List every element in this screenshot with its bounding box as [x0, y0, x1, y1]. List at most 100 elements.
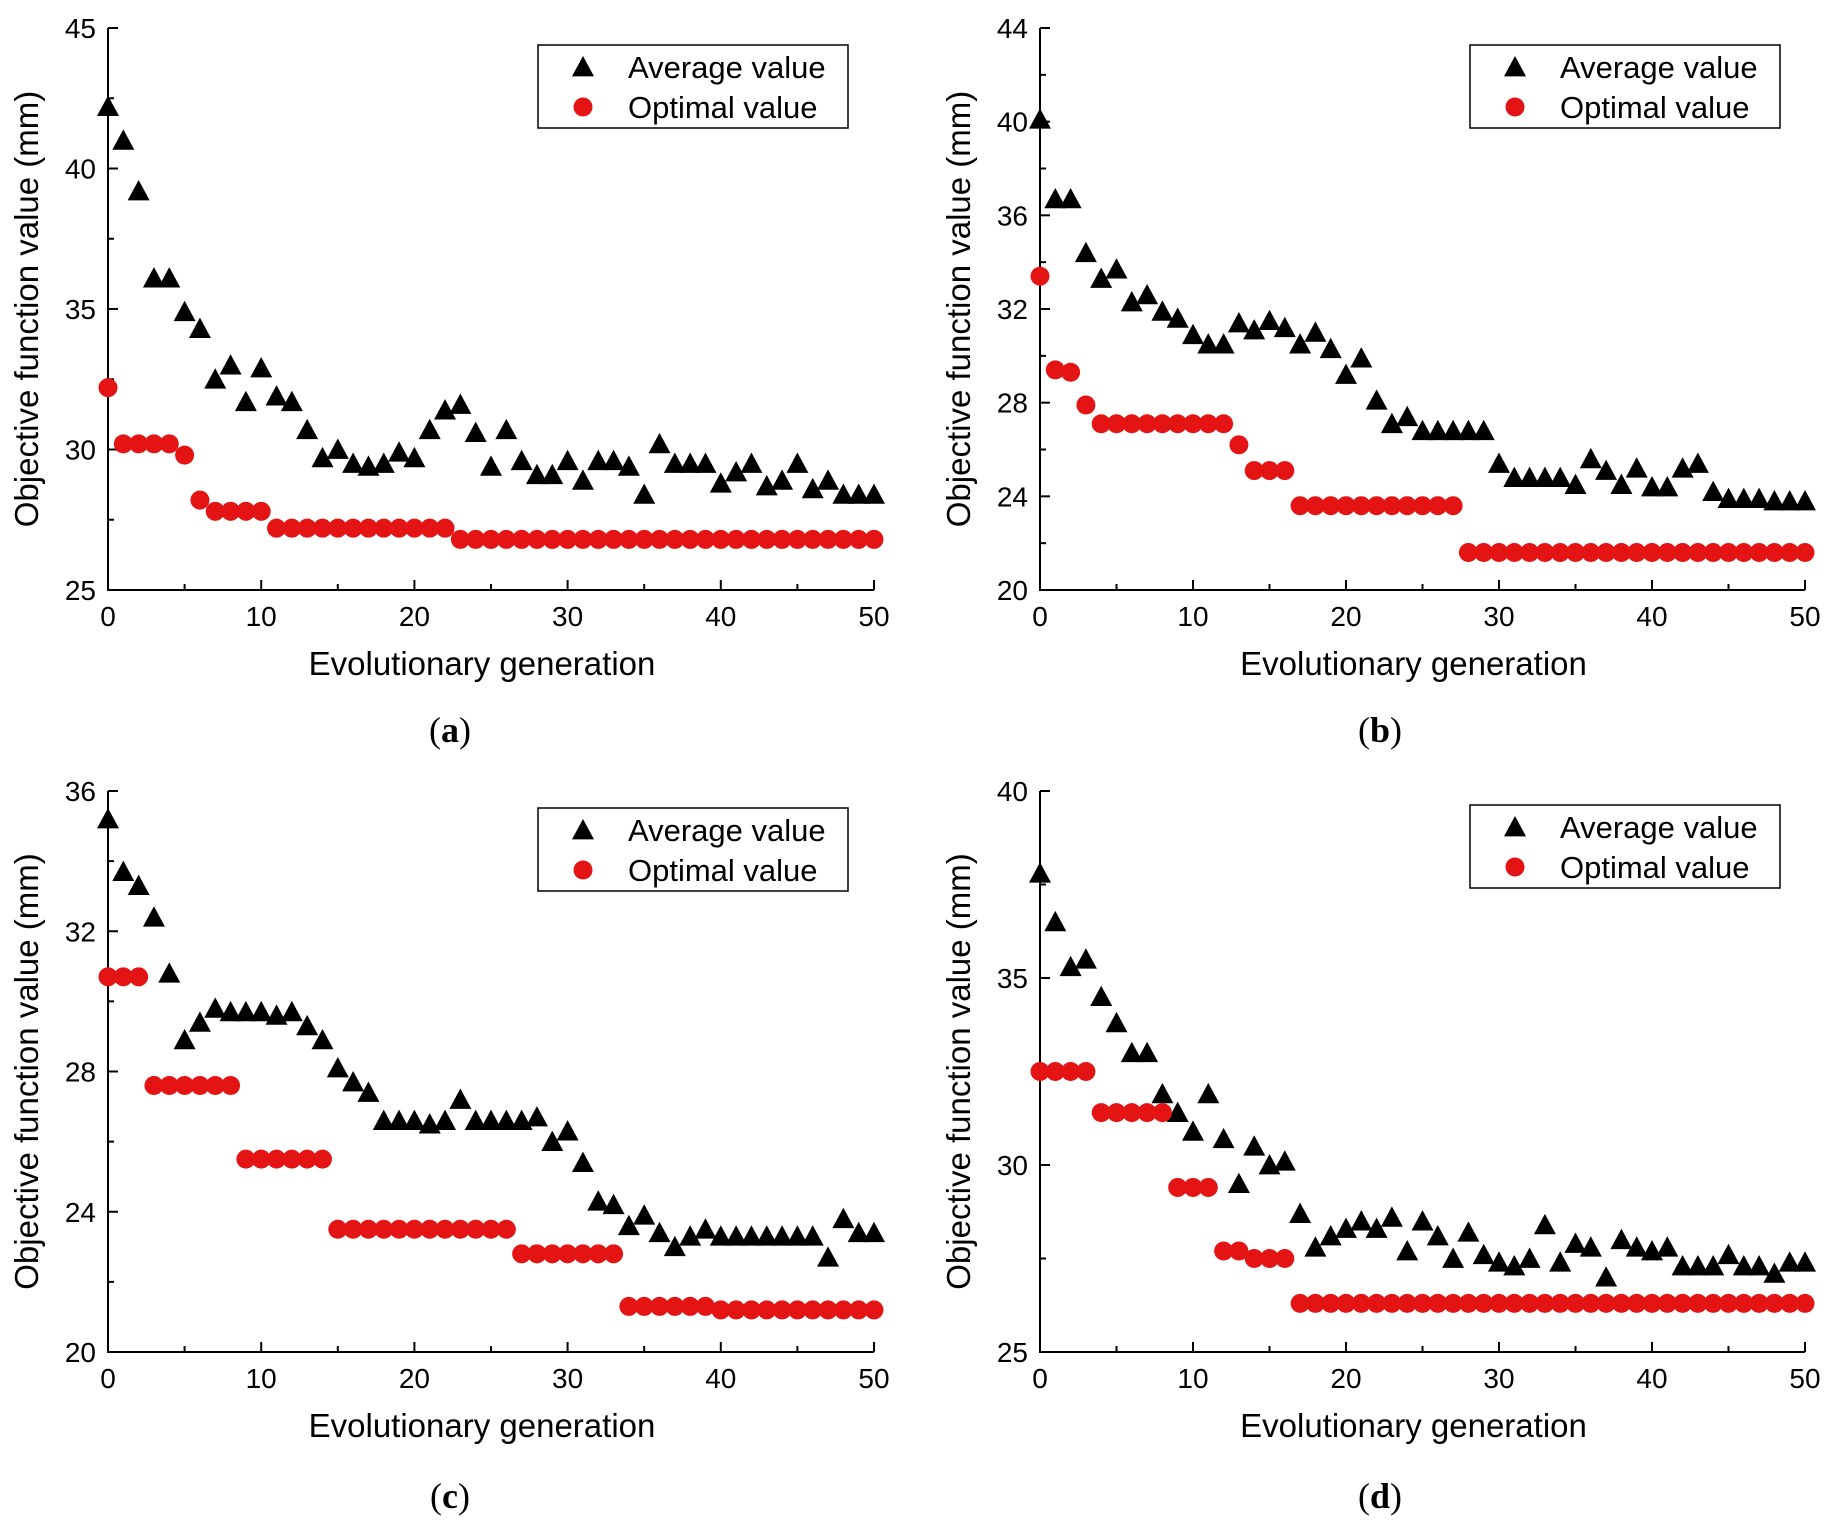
optimal-point: [1566, 543, 1585, 563]
average-point: [250, 1000, 273, 1022]
optimal-point: [1642, 543, 1662, 563]
optimal-point: [1673, 1293, 1693, 1313]
x-tick-label: 30: [552, 601, 583, 632]
optimal-point: [1535, 543, 1555, 563]
y-tick-label: 40: [997, 776, 1028, 807]
optimal-point: [1275, 461, 1295, 481]
optimal-point: [1290, 1293, 1310, 1313]
average-point: [617, 455, 640, 476]
optimal-point: [1611, 543, 1631, 563]
optimal-point: [1581, 1293, 1601, 1313]
average-point: [1732, 1254, 1755, 1276]
average-point: [1610, 1228, 1633, 1250]
optimal-point: [1627, 543, 1647, 563]
average-point: [1029, 108, 1051, 129]
optimal-point: [1428, 496, 1448, 516]
optimal-point: [1198, 1177, 1218, 1197]
optimal-point: [650, 529, 670, 549]
optimal-point: [1458, 1293, 1478, 1313]
optimal-point: [144, 1076, 164, 1096]
average-point: [434, 399, 457, 420]
optimal-point: [757, 1300, 777, 1320]
optimal-point: [420, 1219, 440, 1239]
optimal-point: [450, 1219, 470, 1239]
legend-frame: [1469, 804, 1781, 889]
legend: Average value Optimal value: [537, 807, 849, 892]
average-point: [372, 1109, 395, 1130]
optimal-point: [787, 1300, 807, 1320]
legend-triangle-icon: [572, 56, 594, 77]
average-point: [1442, 1247, 1465, 1268]
optimal-point: [1382, 1293, 1402, 1313]
average-point: [541, 463, 564, 485]
optimal-point: [1688, 1293, 1708, 1313]
optimal-point: [1489, 1293, 1509, 1313]
average-point: [1488, 452, 1510, 473]
average-point: [1151, 300, 1174, 321]
legend-label-average: Average value: [628, 813, 826, 848]
legend: Average value Optimal value: [1469, 44, 1781, 129]
y-tick-label: 35: [65, 294, 96, 325]
average-point: [510, 1109, 533, 1130]
optimal-point: [175, 445, 195, 465]
average-point: [127, 179, 150, 201]
optimal-point: [1581, 543, 1601, 563]
optimal-point: [374, 518, 394, 538]
optimal-point: [1458, 543, 1478, 563]
optimal-point: [159, 1076, 179, 1096]
optimal-point: [1030, 1062, 1050, 1081]
optimal-point: [1107, 414, 1126, 434]
legend-circle-icon: [1505, 857, 1525, 877]
average-point: [1029, 862, 1051, 883]
legend: Average value Optimal value: [1469, 804, 1781, 889]
average-point: [679, 452, 702, 473]
average-point: [709, 1225, 732, 1246]
average-point: [1717, 487, 1740, 509]
average-point: [725, 1225, 748, 1246]
average-point: [219, 1000, 242, 1022]
optimal-point: [267, 518, 287, 538]
optimal-point: [542, 1244, 562, 1264]
optimal-point: [496, 1219, 516, 1239]
optimal-point: [695, 1296, 715, 1316]
optimal-point: [358, 1219, 378, 1239]
optimal-point: [1428, 1293, 1448, 1313]
optimal-point: [144, 434, 164, 454]
average-point: [1212, 1127, 1235, 1149]
optimal-point: [113, 434, 133, 454]
optimal-point: [1214, 1241, 1234, 1261]
optimal-point: [1780, 543, 1800, 563]
optimal-point: [1137, 414, 1157, 434]
x-tick-label: 0: [100, 1363, 116, 1394]
average-point: [1686, 452, 1709, 473]
average-point: [1166, 1101, 1189, 1122]
optimal-point: [1749, 543, 1769, 563]
average-point: [786, 1225, 809, 1246]
x-tick-label: 10: [246, 1363, 277, 1394]
x-tick-label: 10: [1177, 601, 1208, 632]
legend-label-optimal: Optimal value: [1560, 850, 1750, 885]
chart-panel-c: 0 10 20 30 40 50 20 24 28 32 36 Evolutionary genera…: [8, 776, 890, 1516]
optimal-point: [1413, 1293, 1432, 1313]
x-tick-label: 40: [1636, 1363, 1667, 1394]
y-tick-label: 30: [65, 435, 96, 466]
average-point: [142, 267, 165, 288]
average-point: [1365, 389, 1388, 410]
average-point: [1549, 466, 1572, 487]
optimal-point: [1367, 1293, 1387, 1313]
optimal-point: [1382, 496, 1402, 516]
average-point: [1488, 1251, 1510, 1272]
optimal-point: [236, 1149, 256, 1169]
average-point: [1319, 1225, 1342, 1246]
average-point: [817, 1246, 840, 1267]
average-point: [1182, 323, 1204, 345]
optimal-point: [1703, 1293, 1723, 1313]
legend-triangle-icon: [572, 819, 594, 840]
optimal-point: [129, 434, 149, 454]
average-point: [556, 1120, 579, 1141]
optimal-point: [619, 1296, 639, 1316]
average-point: [1197, 333, 1220, 354]
optimal-point: [389, 1219, 409, 1239]
y-tick-label: 28: [997, 388, 1028, 419]
